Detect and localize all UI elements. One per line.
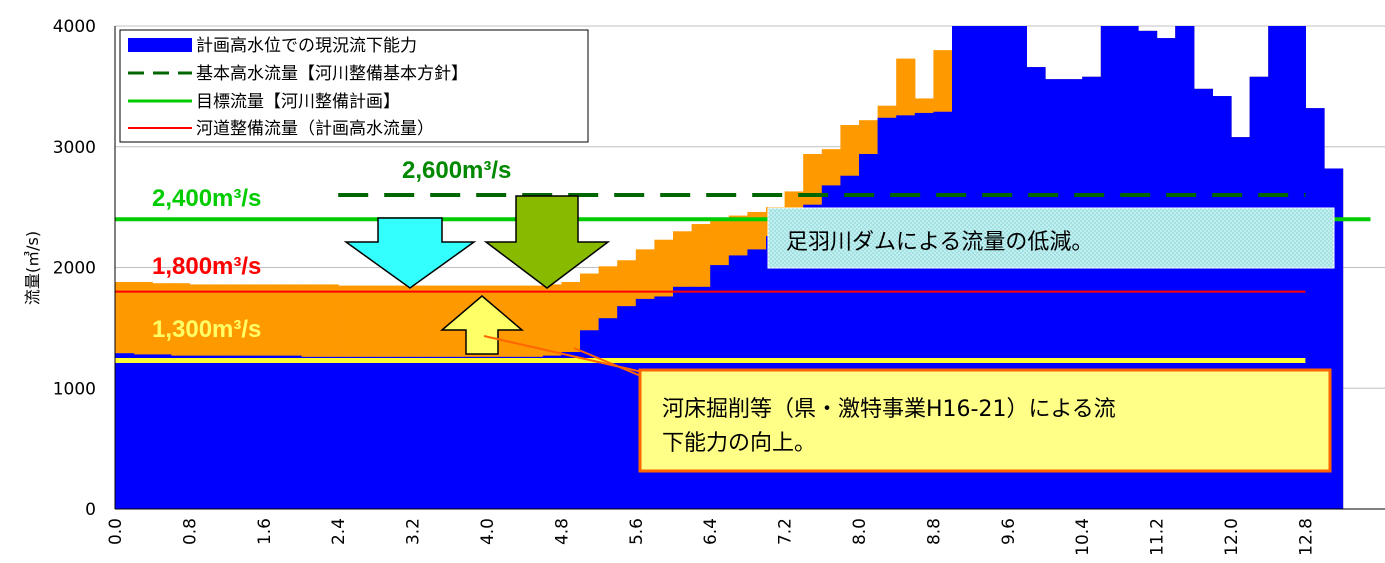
annotation-2600: 2,600m³/s xyxy=(402,157,511,184)
legend-label-capacity: 計画高水位での現況流下能力 xyxy=(196,36,417,56)
blue-bar-19 xyxy=(468,356,488,509)
blue-bar-5 xyxy=(208,355,228,509)
dam-callout-text: 足羽川ダムによる流量の低減。 xyxy=(786,230,1093,255)
x-tick-labels: 0.0 0.8 1.6 2.4 3.2 4.0 4.8 5.6 6.4 7.2 8.0 8.8 9.6 1… xyxy=(106,518,1316,556)
x-tick-8.8: 8.8 xyxy=(924,518,944,545)
annotation-1800: 1,800m³/s xyxy=(152,253,261,280)
blue-bar-22 xyxy=(524,356,544,509)
x-tick-8.0: 8.0 xyxy=(850,518,870,545)
x-tick-12.0: 12.0 xyxy=(1222,518,1242,556)
blue-bar-21 xyxy=(505,356,525,509)
yellow-up-arrow xyxy=(439,295,525,355)
green-down-arrow xyxy=(483,195,611,289)
x-tick-4.8: 4.8 xyxy=(552,518,572,545)
legend: 計画高水位での現況流下能力 基本高水流量【河川整備基本方針】 目標流量【河川整備… xyxy=(119,29,589,143)
blue-bar-23 xyxy=(542,355,562,509)
x-tick-6.4: 6.4 xyxy=(701,518,721,545)
blue-bar-14 xyxy=(375,356,395,509)
x-tick-5.6: 5.6 xyxy=(627,518,647,545)
callout-pointer-1 xyxy=(483,335,661,377)
blue-bar-12 xyxy=(338,356,358,509)
dam-callout-box xyxy=(767,207,1335,269)
blue-bar-7 xyxy=(245,355,265,509)
blue-bar-10 xyxy=(301,356,321,509)
blue-bar-8 xyxy=(263,355,283,509)
x-tick-12.8: 12.8 xyxy=(1296,518,1316,556)
blue-bar-24 xyxy=(561,352,581,509)
dredge-callout-line2: 下能力の向上。 xyxy=(662,431,816,456)
dredge-callout-line1: 河床掘削等（県・激特事業H16-21）による流 xyxy=(662,397,1116,422)
blue-bar-0 xyxy=(115,353,135,509)
x-tick-1.6: 1.6 xyxy=(255,518,275,545)
x-tick-7.2: 7.2 xyxy=(776,518,796,545)
x-tick-3.2: 3.2 xyxy=(404,518,424,545)
blue-bar-11 xyxy=(319,356,339,509)
legend-label-basic: 基本高水流量【河川整備基本方針】 xyxy=(196,64,468,84)
legend-swatch-blue xyxy=(128,38,192,52)
blue-bar-18 xyxy=(449,356,469,509)
blue-bar-26 xyxy=(598,318,618,509)
x-tick-0.8: 0.8 xyxy=(180,518,200,545)
cyan-down-arrow xyxy=(343,217,477,289)
blue-bar-13 xyxy=(356,356,376,509)
x-tick-4.0: 4.0 xyxy=(478,518,498,545)
x-tick-10.4: 10.4 xyxy=(1073,518,1093,556)
blue-bar-16 xyxy=(412,356,432,509)
x-tick-11.2: 11.2 xyxy=(1148,518,1168,556)
blue-bar-9 xyxy=(282,355,302,509)
annotation-1300: 1,300m³/s xyxy=(152,316,261,343)
legend-label-target: 目標流量【河川整備計画】 xyxy=(196,92,400,112)
y-tick-2000: 2000 xyxy=(53,259,96,279)
blue-bar-6 xyxy=(226,355,246,509)
blue-bar-2 xyxy=(152,354,172,509)
y-axis-label: 流量(㎥/s) xyxy=(23,231,42,305)
x-tick-0.0: 0.0 xyxy=(106,518,126,545)
y-tick-3000: 3000 xyxy=(53,138,96,158)
blue-bar-15 xyxy=(394,356,414,509)
annotation-2400: 2,400m³/s xyxy=(152,185,261,212)
blue-bar-25 xyxy=(580,330,600,509)
blue-bar-27 xyxy=(617,306,637,509)
blue-bar-20 xyxy=(487,356,507,509)
x-tick-2.4: 2.4 xyxy=(329,518,349,545)
dredge-callout-box xyxy=(638,368,1332,473)
blue-bar-1 xyxy=(133,354,153,509)
legend-box xyxy=(119,29,589,143)
x-tick-9.6: 9.6 xyxy=(999,518,1019,545)
y-tick-labels: 0 1000 2000 3000 4000 xyxy=(53,17,96,520)
blue-bar-17 xyxy=(431,356,451,509)
blue-bar-4 xyxy=(189,355,209,509)
blue-bar-3 xyxy=(170,355,190,509)
y-tick-4000: 4000 xyxy=(53,17,96,37)
y-tick-1000: 1000 xyxy=(53,379,96,399)
legend-label-channel: 河道整備流量（計画高水流量） xyxy=(196,119,434,139)
y-tick-0: 0 xyxy=(85,500,96,520)
